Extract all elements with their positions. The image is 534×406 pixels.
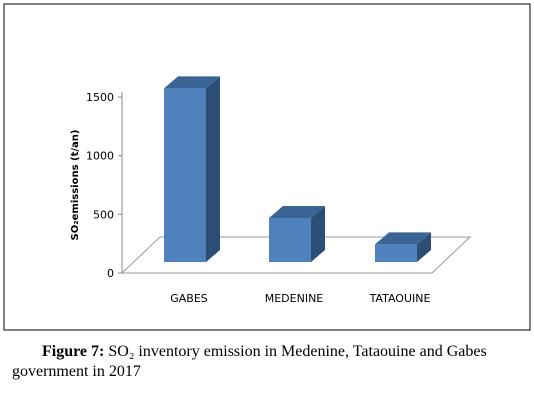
bar <box>375 244 417 262</box>
bar-side <box>417 232 431 262</box>
y-axis-label: SO₂emissions (t/an) <box>70 130 81 241</box>
caption-text: SO₂ inventory emission in Medenine, Tata… <box>12 343 487 380</box>
x-tick-label: GABES <box>170 292 208 305</box>
y-tick-label: 0 <box>107 267 114 280</box>
bar-top <box>269 206 325 218</box>
chart-frame <box>3 3 531 331</box>
y-tick-label: 1500 <box>86 91 114 104</box>
bar-top <box>164 76 220 89</box>
bar <box>269 218 311 262</box>
bar-side <box>206 76 220 262</box>
x-tick-label: TATAOUINE <box>369 292 431 305</box>
bar-side <box>311 206 325 262</box>
x-tick-label: MEDENINE <box>265 292 324 305</box>
caption-label: Figure 7: <box>42 343 105 360</box>
caption: Figure 7: SO₂ inventory emission in Mede… <box>12 342 527 382</box>
y-tick-label: 1000 <box>86 150 114 163</box>
bar-top <box>375 232 431 245</box>
y-tick-label: 500 <box>93 208 114 221</box>
bar <box>164 88 206 262</box>
floor <box>120 236 472 274</box>
